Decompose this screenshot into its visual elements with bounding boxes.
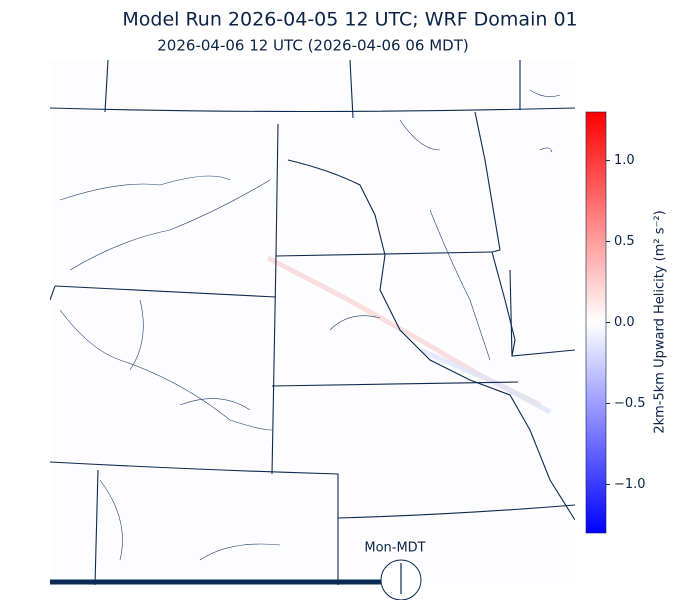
colorbar-tick-label: 0.5 xyxy=(614,234,635,249)
colorbar-label: 2km-5km Upward Helicity (m² s⁻²) xyxy=(653,210,668,433)
colorbar-tick-label: −1.0 xyxy=(614,477,646,492)
map xyxy=(50,60,575,585)
colorbar-tick-label: −0.5 xyxy=(614,396,646,411)
colorbar-tick-label: 1.0 xyxy=(614,153,635,168)
title: Model Run 2026-04-05 12 UTC; WRF Domain … xyxy=(122,9,577,31)
colorbar xyxy=(585,111,607,534)
clock-label: Mon-MDT xyxy=(364,541,425,556)
subtitle: 2026-04-06 12 UTC (2026-04-06 06 MDT) xyxy=(157,37,468,55)
colorbar-tick-label: 0.0 xyxy=(614,315,635,330)
colorbar-ticks: 1.0 0.5 0.0 −0.5 −1.0 xyxy=(606,153,646,492)
